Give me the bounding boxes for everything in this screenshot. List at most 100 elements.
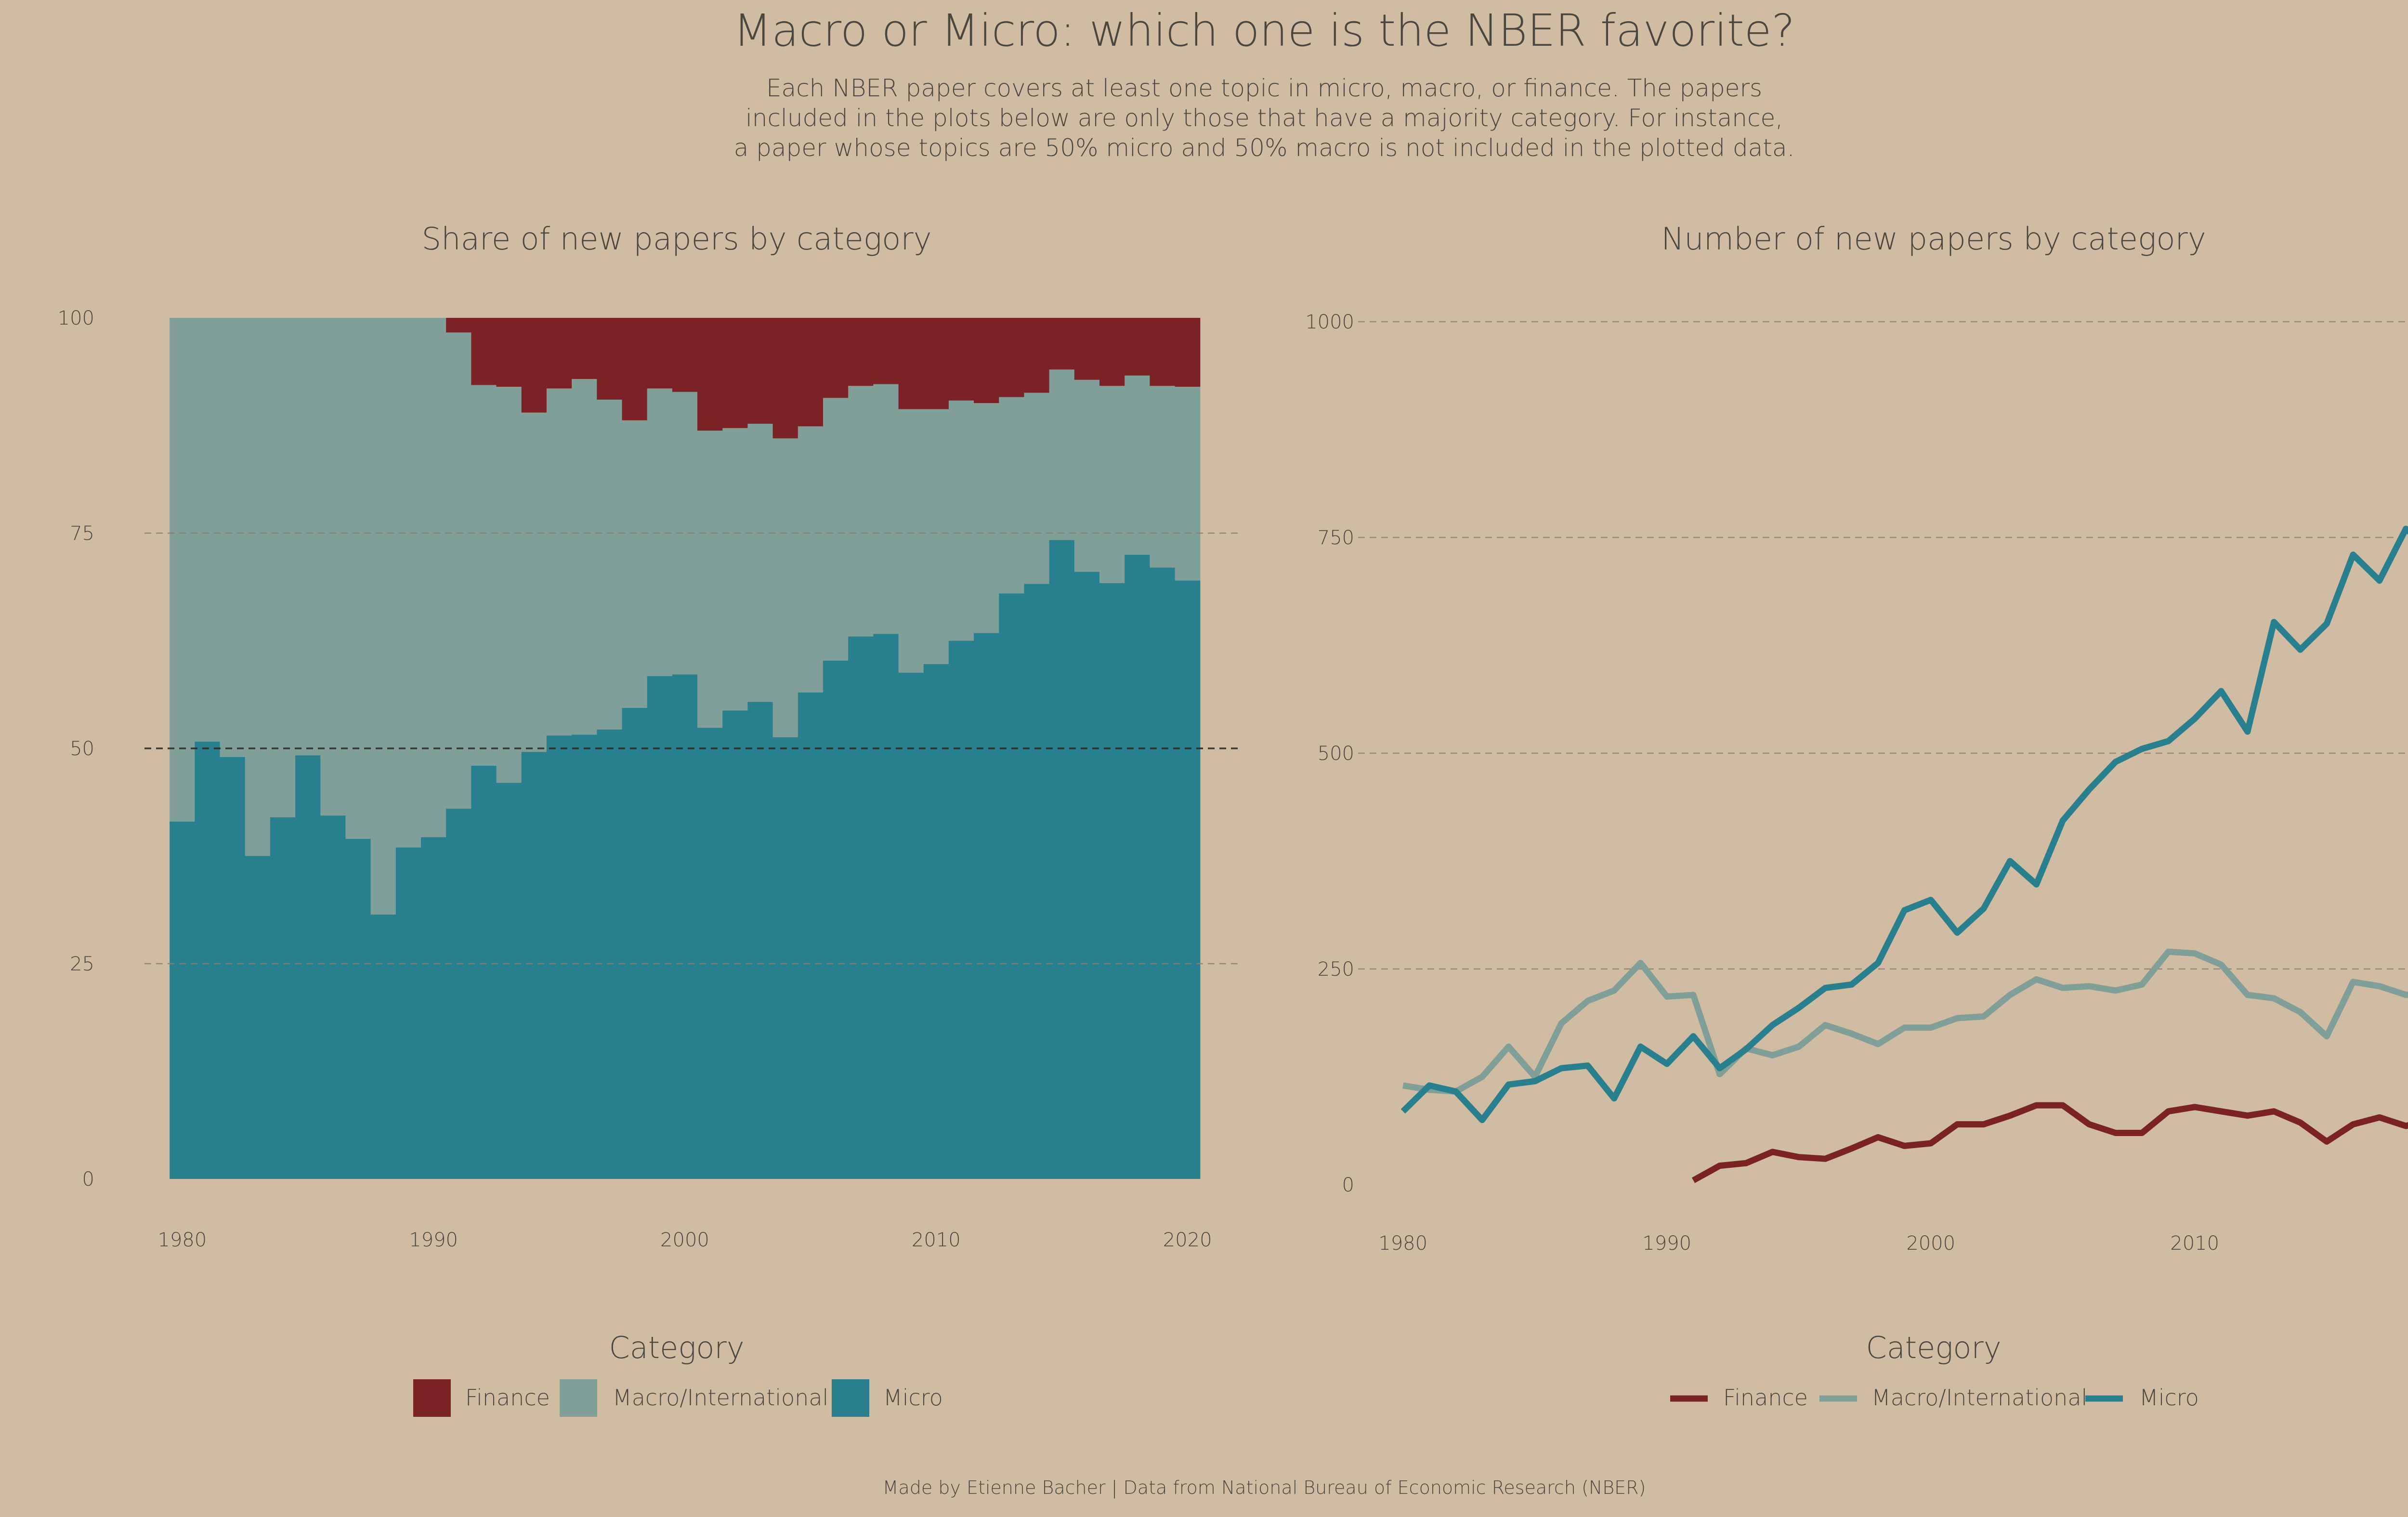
share-bar-macro-1991 [446, 332, 471, 809]
share-bar-finance-1994 [521, 318, 547, 413]
share-bar-macro-1993 [496, 387, 522, 783]
share-legend-label-macro-international: Macro/International [613, 1385, 828, 1411]
share-bar-macro-1995 [546, 388, 572, 736]
figure-subtitle-line-1: Each NBER paper covers at least one topi… [766, 74, 1762, 102]
share-bar-finance-1993 [496, 318, 522, 387]
share-bar-finance-1998 [622, 318, 648, 420]
share-bar-micro-2016 [1074, 572, 1100, 1179]
share-bar-macro-2010 [923, 409, 949, 664]
share-x-tick-1980: 1980 [157, 1229, 207, 1251]
count-y-tick-1000: 1000 [1305, 311, 1354, 333]
share-bar-micro-2015 [1049, 540, 1075, 1179]
share-bar-micro-2000 [672, 674, 698, 1179]
share-area [144, 318, 1238, 1179]
figure-caption: Made by Etienne Bacher | Data from Natio… [883, 1477, 1646, 1499]
share-bar-macro-1981 [195, 318, 221, 742]
share-bar-micro-2007 [848, 636, 874, 1179]
share-bar-micro-2003 [747, 702, 773, 1179]
share-legend-key-macro-international [560, 1379, 597, 1417]
share-bar-micro-1998 [622, 707, 648, 1179]
share-bar-finance-2016 [1074, 318, 1100, 380]
count-line-micro [1400, 525, 2408, 1124]
share-bar-macro-2011 [948, 400, 974, 641]
share-bar-macro-1982 [220, 318, 246, 757]
share-bar-micro-2008 [873, 634, 899, 1179]
figure-title: Macro or Micro: which one is the NBER fa… [733, 5, 1795, 56]
share-bar-macro-1996 [572, 379, 597, 735]
share-chart: Share of new papers by category 0 25 50 75 1… [58, 222, 1238, 1417]
share-bar-finance-2004 [772, 318, 798, 439]
share-bar-macro-2002 [722, 428, 748, 711]
share-bar-micro-2013 [999, 593, 1025, 1179]
count-grid [1358, 321, 2408, 970]
share-bar-macro-2007 [848, 386, 874, 637]
share-bar-macro-2018 [1125, 375, 1150, 555]
share-bar-macro-1983 [245, 318, 271, 856]
share-bar-micro-2019 [1150, 567, 1176, 1179]
share-bar-micro-2004 [772, 737, 798, 1179]
share-y-tick-25: 25 [70, 953, 94, 975]
share-bar-micro-2005 [798, 692, 824, 1179]
share-bar-micro-2006 [823, 660, 849, 1179]
share-bar-micro-1988 [370, 915, 396, 1179]
share-bar-macro-2020 [1175, 387, 1201, 581]
share-bar-finance-2014 [1024, 318, 1050, 393]
share-bar-macro-1992 [471, 385, 497, 766]
figure-subtitle-line-2: included in the plots below are only tho… [746, 104, 1783, 132]
share-x-ticks: 1980 1990 2000 2010 2020 [157, 1229, 1212, 1251]
share-x-tick-1990: 1990 [409, 1229, 458, 1251]
count-legend-label-macro-international: Macro/International [1871, 1385, 2087, 1411]
share-bar-finance-2005 [798, 318, 824, 427]
share-bar-finance-1991 [446, 318, 471, 333]
share-bar-macro-2015 [1049, 369, 1075, 540]
share-bar-micro-1993 [496, 783, 522, 1179]
share-bar-finance-2008 [873, 318, 899, 384]
share-bar-macro-2012 [974, 403, 999, 633]
count-lines [1400, 525, 2408, 1183]
share-bar-macro-2003 [747, 423, 773, 702]
share-bar-micro-2011 [948, 641, 974, 1179]
share-bar-micro-1985 [295, 755, 321, 1179]
share-bar-finance-1999 [647, 318, 673, 389]
share-bar-micro-1999 [647, 676, 673, 1179]
count-x-tick-1990: 1990 [1642, 1232, 1691, 1255]
share-bar-finance-2012 [974, 318, 999, 404]
count-legend-title: Category [1866, 1330, 2001, 1365]
share-bar-finance-1996 [572, 318, 597, 379]
share-bar-micro-2014 [1024, 584, 1050, 1179]
share-bar-micro-1983 [245, 856, 271, 1179]
share-bar-micro-1994 [521, 752, 547, 1179]
share-bar-macro-1999 [647, 388, 673, 676]
share-bar-micro-1992 [471, 765, 497, 1179]
share-bar-finance-2007 [848, 318, 874, 386]
count-x-tick-1980: 1980 [1378, 1232, 1427, 1255]
count-chart: Number of new papers by category 0 250 500… [1305, 222, 2408, 1411]
share-x-tick-2020: 2020 [1163, 1229, 1212, 1251]
share-bar-macro-2006 [823, 398, 849, 661]
share-chart-title: Share of new papers by category [422, 222, 932, 257]
share-bar-micro-1997 [597, 729, 623, 1179]
share-bar-macro-2013 [999, 397, 1025, 594]
share-bar-macro-1997 [597, 399, 623, 730]
share-bar-finance-1995 [546, 318, 572, 389]
count-x-tick-2010: 2010 [2170, 1232, 2219, 1255]
share-bar-macro-1985 [295, 318, 321, 756]
share-bar-finance-2013 [999, 318, 1025, 397]
share-bar-finance-2002 [722, 318, 748, 428]
share-bar-finance-2015 [1049, 318, 1075, 370]
share-bar-micro-1996 [572, 734, 597, 1179]
share-bar-finance-2000 [672, 318, 698, 392]
share-bar-micro-1990 [421, 837, 446, 1179]
share-bar-finance-2017 [1099, 318, 1125, 386]
share-bar-micro-2002 [722, 710, 748, 1179]
share-y-tick-0: 0 [82, 1168, 94, 1190]
share-legend-title: Category [609, 1330, 744, 1365]
share-bar-finance-1997 [597, 318, 623, 400]
share-bar-micro-1987 [345, 838, 371, 1179]
share-bar-macro-2019 [1150, 386, 1176, 568]
share-bar-macro-2016 [1074, 379, 1100, 572]
count-y-tick-750: 750 [1318, 527, 1354, 549]
share-y-tick-100: 100 [58, 307, 94, 329]
count-legend: Finance Macro/International Micro [1670, 1385, 2199, 1411]
